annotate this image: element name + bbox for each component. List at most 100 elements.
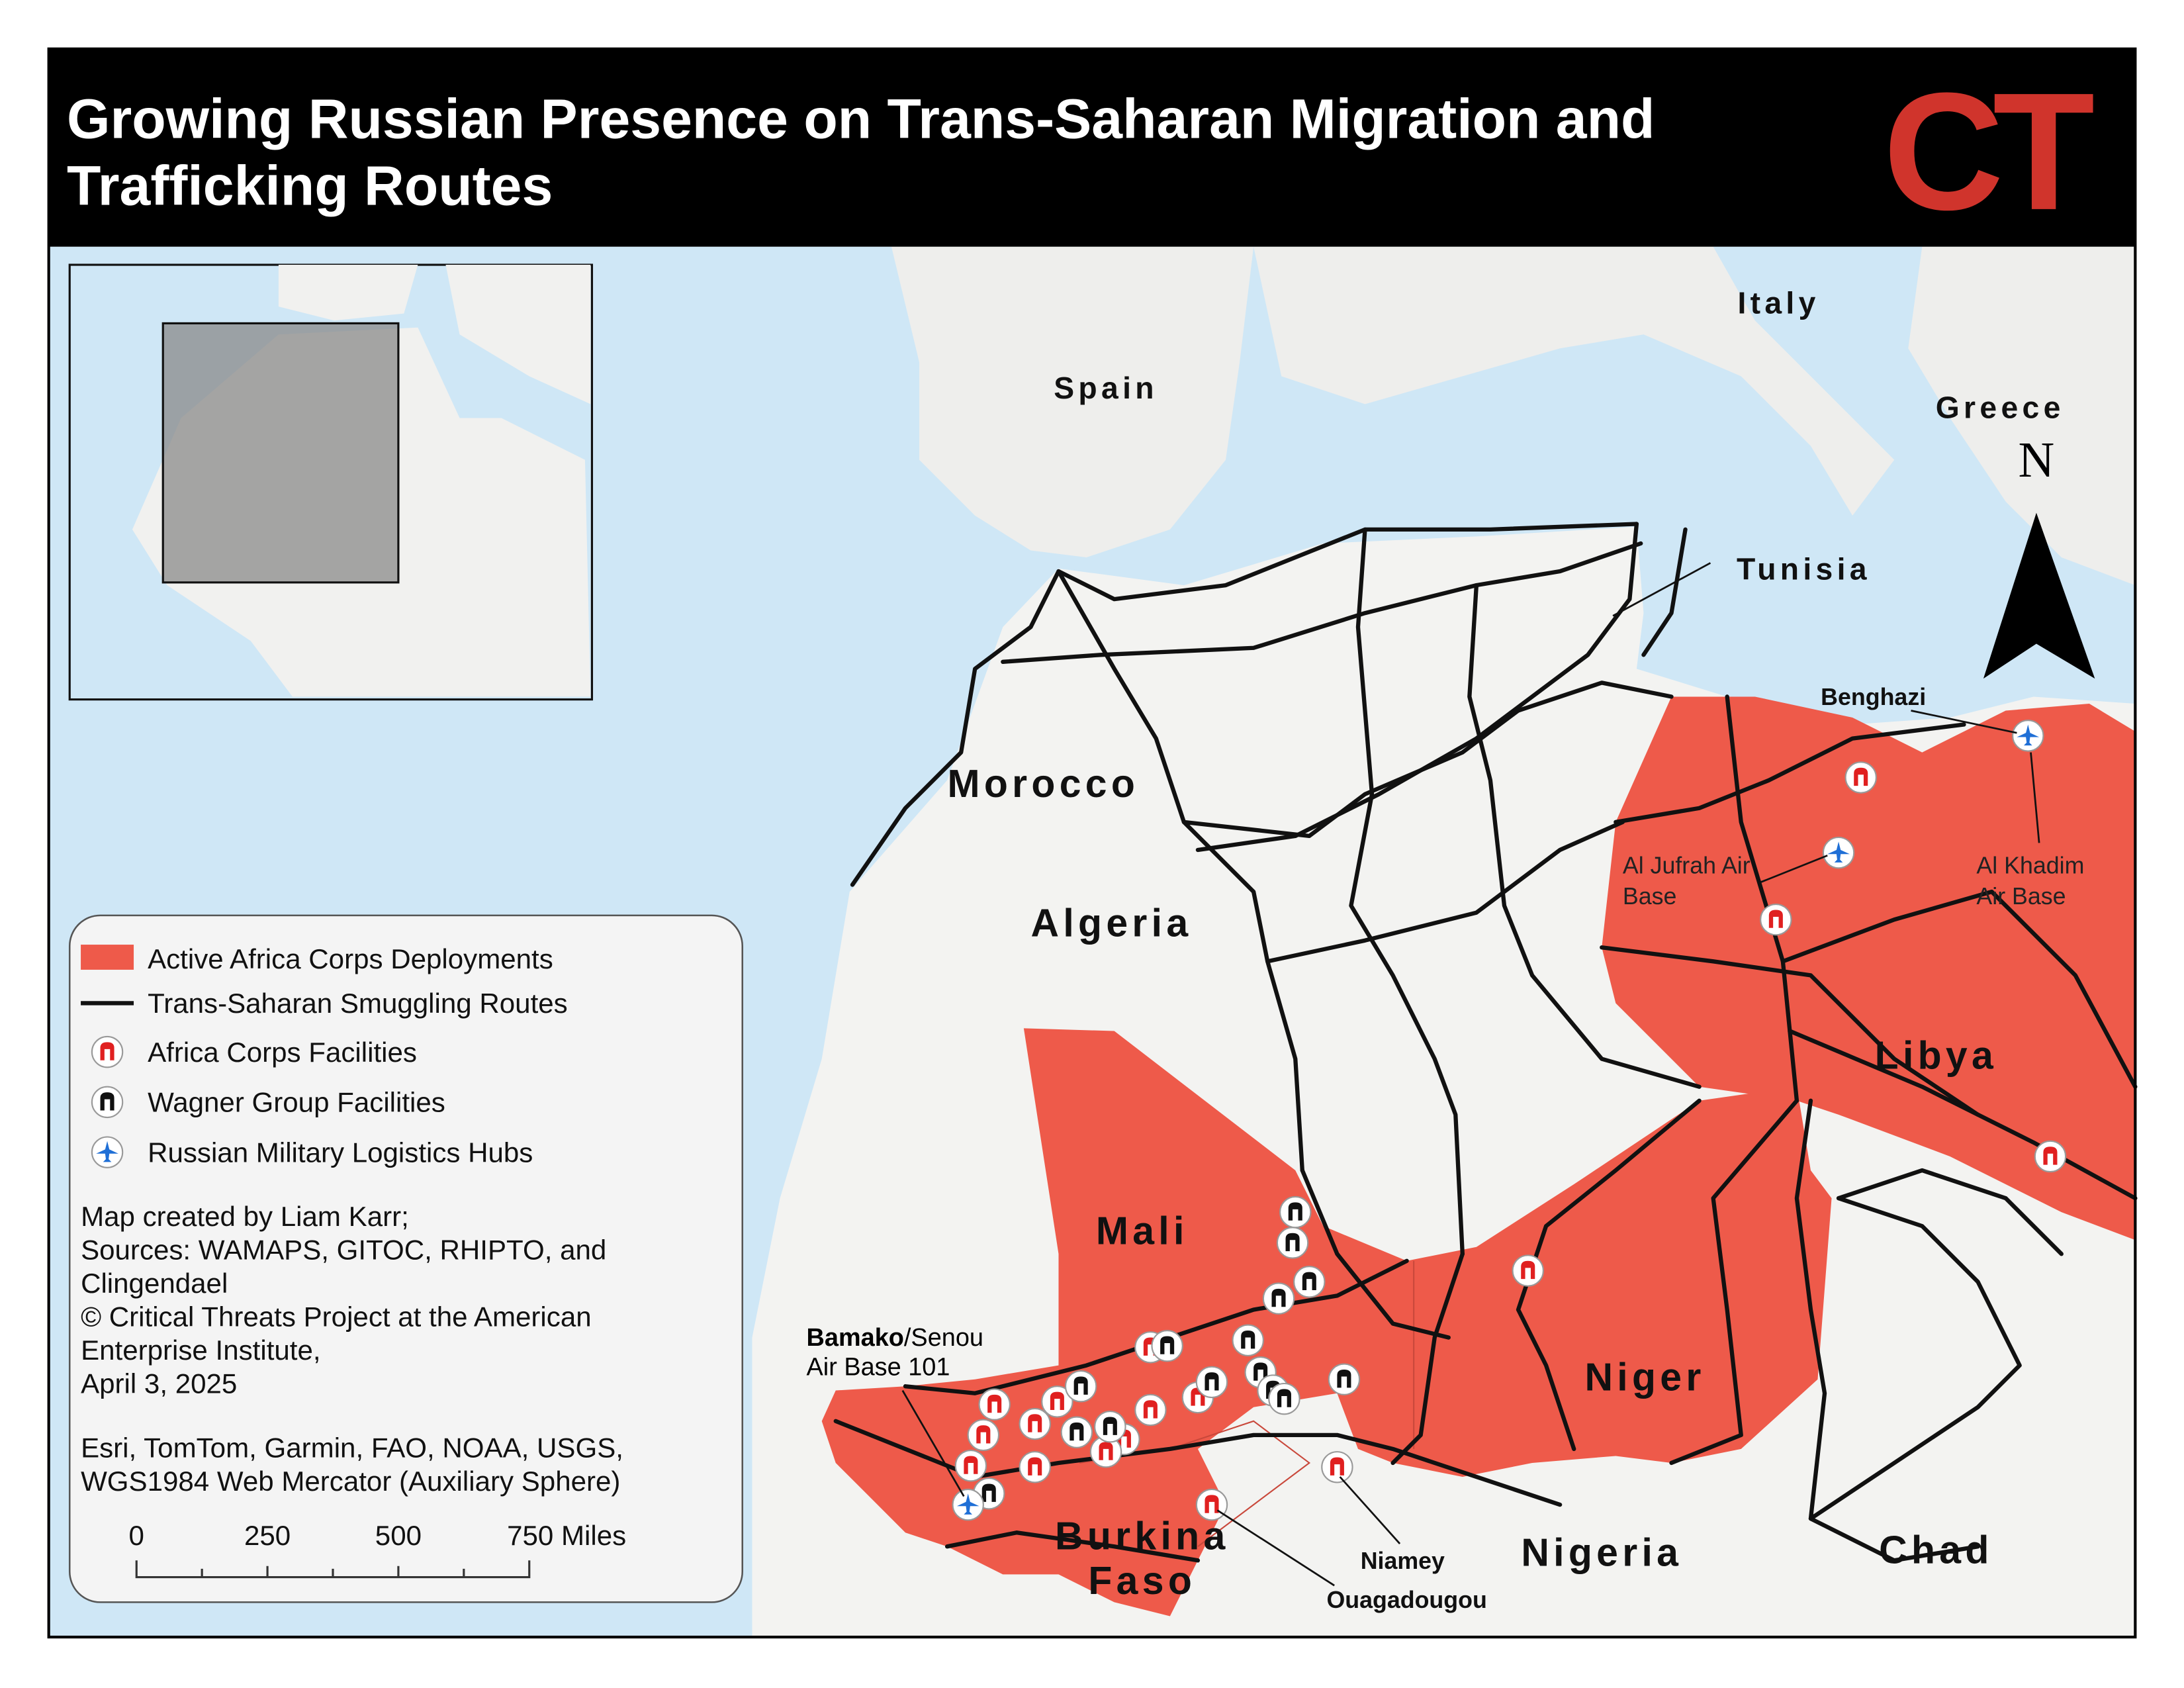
smuggling-route <box>1641 527 1688 657</box>
leader-line <box>901 1389 965 1497</box>
place-label: Al Jufrah Air <box>1623 853 1751 879</box>
credit-line: Sources: WAMAPS, GITOC, RHIPTO, and <box>81 1235 606 1266</box>
facility-glyph <box>1103 1417 1117 1435</box>
place-label: Ouagadougou <box>1326 1587 1486 1613</box>
leader-line <box>2030 752 2040 843</box>
facility-icon <box>91 1086 124 1119</box>
facility-icon <box>1041 1385 1073 1418</box>
place-label: Al Khadim <box>1976 853 2084 879</box>
facility-glyph <box>1069 1422 1084 1441</box>
smuggling-route <box>1300 1168 1451 1340</box>
north-arrow <box>1983 512 2095 679</box>
facility-glyph <box>976 1425 991 1444</box>
smuggling-route <box>1056 569 1304 1173</box>
country-label: Mali <box>1096 1210 1189 1253</box>
smuggling-route <box>1780 889 2138 1089</box>
facility-glyph <box>981 1483 996 1502</box>
smuggling-route <box>1001 541 1643 664</box>
country-label: Tunisia <box>1737 552 1871 586</box>
facility-glyph <box>1143 1400 1158 1419</box>
leader-line <box>1911 710 2017 734</box>
facility-glyph <box>1205 1372 1219 1391</box>
smuggling-route <box>1669 1098 1799 1466</box>
facility-icon <box>1064 1370 1097 1403</box>
smuggling-route <box>1195 522 1639 853</box>
facility-icon <box>1094 1411 1126 1443</box>
leader-line <box>1216 1509 1335 1587</box>
country-label: Libya <box>1875 1034 1997 1077</box>
place-name: Bamako <box>807 1324 904 1352</box>
facility-glyph <box>1288 1202 1302 1221</box>
hub-glyph <box>956 1493 979 1515</box>
legend-label: Russian Military Logistics Hubs <box>148 1137 533 1168</box>
credits: Map created by Liam Karr;Sources: WAMAPS… <box>81 1201 623 1497</box>
scale-label: 0 <box>129 1520 144 1551</box>
facility-glyph <box>1285 1233 1300 1252</box>
country-label: Morocco <box>948 763 1140 806</box>
icons <box>952 720 2067 1521</box>
facility-icon <box>1195 1366 1228 1399</box>
facility-glyph <box>2043 1147 2058 1165</box>
facility-icon <box>1512 1254 1544 1287</box>
legend-label: Active Africa Corps Deployments <box>148 943 553 974</box>
facility-glyph <box>1160 1336 1175 1354</box>
legend-swatch <box>81 945 134 970</box>
country-label: Niger <box>1584 1356 1705 1399</box>
place-label: Bamako/Senou <box>807 1324 983 1352</box>
deployment-libya <box>1602 696 2136 1241</box>
facility-glyph <box>1330 1457 1344 1476</box>
place-label: Air Base <box>1976 883 2066 910</box>
deployment-sahel <box>821 1028 1832 1617</box>
smuggling-route <box>1265 820 1625 964</box>
facility-glyph <box>1028 1414 1042 1432</box>
leader-line <box>1757 855 1828 884</box>
facility-icon <box>1262 1282 1295 1315</box>
facility-glyph <box>1073 1376 1088 1395</box>
facility-icon <box>1276 1227 1309 1259</box>
facility-icon <box>1019 1407 1051 1440</box>
facility-icon <box>967 1419 1000 1452</box>
smuggling-route <box>944 1530 1201 1563</box>
smuggling-route <box>1390 1252 1465 1466</box>
facility-glyph <box>1253 1362 1268 1381</box>
smuggling-route <box>1836 1168 2064 1256</box>
legend-label: Wagner Group Facilities <box>148 1087 445 1118</box>
scale-bar: 0 250 500 750 Miles <box>129 1520 626 1579</box>
hub-glyph <box>2017 724 2040 746</box>
credit-line: Map created by Liam Karr; <box>81 1201 409 1232</box>
place-name: /Senou <box>904 1324 983 1352</box>
land-balkans <box>1908 246 2136 586</box>
credit-line: Clingendael <box>81 1268 228 1299</box>
facility-icon <box>2034 1140 2067 1173</box>
facility-icon <box>1060 1416 1093 1448</box>
facility-glyph <box>1337 1369 1351 1388</box>
attribution-line: Esri, TomTom, Garmin, FAO, NOAA, USGS, <box>81 1432 623 1464</box>
legend <box>68 914 744 1603</box>
facility-glyph <box>1302 1272 1316 1290</box>
logo: CT <box>1883 58 2093 245</box>
smuggling-route <box>1181 680 1674 839</box>
title-bar <box>48 48 2136 247</box>
facility-glyph <box>1099 1442 1113 1460</box>
facility-icon <box>1328 1363 1361 1395</box>
facility-glyph <box>1205 1495 1219 1513</box>
title: Growing Russian Presence on Trans-Sahara… <box>67 87 1655 150</box>
scale-label: 750 Miles <box>507 1520 626 1551</box>
credit-line: Enterprise Institute, <box>81 1335 321 1366</box>
facility-icon <box>978 1388 1011 1421</box>
credit-line: © Critical Threats Project at the Americ… <box>81 1301 592 1333</box>
legend-label: Africa Corps Facilities <box>148 1037 417 1068</box>
country-label: Spain <box>1054 371 1158 405</box>
attribution-line: WGS1984 Web Mercator (Auxiliary Sphere) <box>81 1466 620 1497</box>
facility-icon <box>1134 1393 1167 1427</box>
facility-glyph <box>1521 1260 1535 1280</box>
facility-icon <box>1019 1451 1051 1483</box>
legend-icons <box>91 1035 124 1168</box>
facility-icon <box>91 1035 124 1068</box>
place-label: Benghazi <box>1821 684 1926 710</box>
country-label: Chad <box>1879 1528 1993 1571</box>
frame <box>47 47 2137 1639</box>
inset-land <box>278 265 591 404</box>
facility-icon <box>1293 1266 1326 1298</box>
